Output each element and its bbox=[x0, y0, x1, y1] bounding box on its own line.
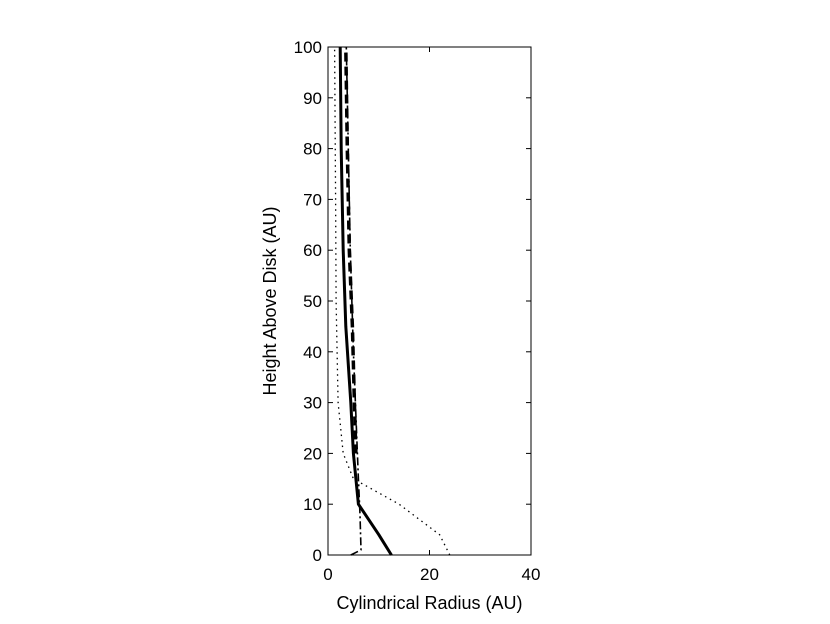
y-tick-label: 70 bbox=[303, 190, 322, 209]
y-tick-label: 60 bbox=[303, 241, 322, 260]
y-tick-label: 10 bbox=[303, 495, 322, 514]
y-axis-title: Height Above Disk (AU) bbox=[260, 206, 280, 395]
y-tick-label: 40 bbox=[303, 343, 322, 362]
series-line-dashdot bbox=[345, 46, 362, 556]
y-tick-label: 80 bbox=[303, 140, 322, 159]
y-tick-label: 30 bbox=[303, 394, 322, 413]
series-line-dotted bbox=[333, 46, 451, 556]
y-tick-label: 20 bbox=[303, 444, 322, 463]
x-axis-title: Cylindrical Radius (AU) bbox=[336, 593, 522, 613]
x-tick-label: 20 bbox=[420, 565, 439, 584]
series-line-dashed bbox=[344, 46, 358, 454]
x-tick-label: 40 bbox=[522, 565, 541, 584]
x-tick-label: 0 bbox=[323, 565, 332, 584]
y-tick-label: 90 bbox=[303, 89, 322, 108]
series-line-solid bbox=[338, 46, 393, 556]
tick-layer: 0 20 40 0 10 20 30 40 50 60 70 80 90 100 bbox=[294, 38, 541, 584]
y-tick-label: 50 bbox=[303, 292, 322, 311]
y-tick-label: 100 bbox=[294, 38, 322, 57]
series-layer bbox=[333, 46, 451, 556]
y-tick-label: 0 bbox=[313, 546, 322, 565]
